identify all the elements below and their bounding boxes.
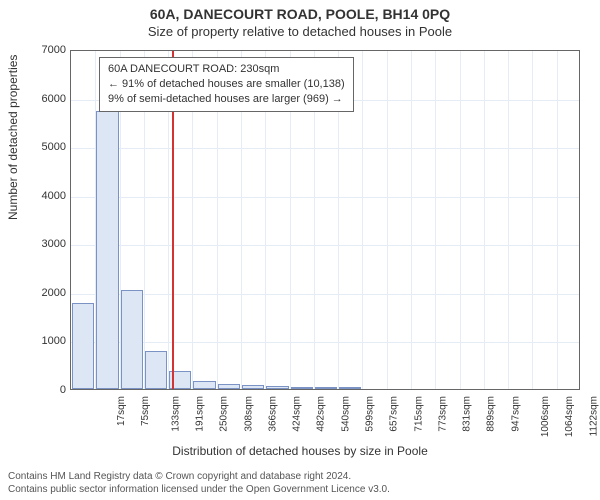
- x-tick-label: 250sqm: [219, 396, 230, 432]
- x-tick-label: 424sqm: [292, 396, 303, 432]
- x-tick-label: 947sqm: [510, 396, 521, 432]
- gridline-h: [71, 148, 579, 149]
- gridline-h: [71, 197, 579, 198]
- x-tick-label: 1064sqm: [564, 396, 575, 437]
- bar: [242, 385, 264, 389]
- bar: [266, 386, 288, 389]
- annotation-box: 60A DANECOURT ROAD: 230sqm ← 91% of deta…: [99, 57, 354, 112]
- plot-area: 60A DANECOURT ROAD: 230sqm ← 91% of deta…: [70, 50, 580, 390]
- page-subtitle: Size of property relative to detached ho…: [0, 24, 600, 39]
- chart-page: 60A, DANECOURT ROAD, POOLE, BH14 0PQ Siz…: [0, 0, 600, 500]
- attribution-footer: Contains HM Land Registry data © Crown c…: [8, 471, 390, 496]
- bar: [339, 387, 361, 389]
- bar: [145, 351, 167, 389]
- x-tick-label: 133sqm: [170, 396, 181, 432]
- gridline-v: [435, 51, 436, 389]
- page-title: 60A, DANECOURT ROAD, POOLE, BH14 0PQ: [0, 6, 600, 22]
- x-tick-label: 773sqm: [437, 396, 448, 432]
- gridline-v: [387, 51, 388, 389]
- x-axis-label: Distribution of detached houses by size …: [172, 444, 428, 458]
- bar: [96, 111, 118, 389]
- gridline-v: [460, 51, 461, 389]
- y-tick-label: 5000: [10, 141, 66, 153]
- y-tick-label: 1000: [10, 335, 66, 347]
- x-tick-label: 308sqm: [243, 396, 254, 432]
- x-tick-label: 191sqm: [195, 396, 206, 432]
- gridline-h: [71, 342, 579, 343]
- y-tick-label: 7000: [10, 44, 66, 56]
- bar: [193, 381, 215, 389]
- gridline-h: [71, 245, 579, 246]
- gridline-v: [411, 51, 412, 389]
- x-tick-label: 715sqm: [413, 396, 424, 432]
- gridline-v: [532, 51, 533, 389]
- x-tick-label: 75sqm: [140, 396, 151, 426]
- x-tick-label: 831sqm: [462, 396, 473, 432]
- x-tick-label: 1122sqm: [588, 396, 599, 436]
- y-tick-label: 2000: [10, 287, 66, 299]
- bar: [218, 384, 240, 389]
- y-tick-label: 6000: [10, 93, 66, 105]
- bar: [72, 303, 94, 389]
- y-tick-label: 4000: [10, 190, 66, 202]
- x-tick-label: 599sqm: [365, 396, 376, 432]
- x-tick-label: 889sqm: [486, 396, 497, 432]
- x-tick-label: 366sqm: [267, 396, 278, 432]
- footer-line-2: Contains public sector information licen…: [8, 484, 390, 497]
- footer-line-1: Contains HM Land Registry data © Crown c…: [8, 471, 390, 484]
- x-tick-label: 1006sqm: [540, 396, 551, 437]
- bar: [121, 290, 143, 389]
- annotation-line-1: 60A DANECOURT ROAD: 230sqm: [108, 62, 345, 77]
- x-axis-label-wrap: Distribution of detached houses by size …: [0, 442, 600, 460]
- annotation-line-2: ← 91% of detached houses are smaller (10…: [108, 77, 345, 92]
- gridline-v: [557, 51, 558, 389]
- x-tick-label: 17sqm: [116, 396, 127, 426]
- y-tick-label: 0: [10, 384, 66, 396]
- y-tick-label: 3000: [10, 238, 66, 250]
- bar: [315, 387, 337, 389]
- x-tick-label: 657sqm: [389, 396, 400, 432]
- bar: [291, 387, 313, 389]
- x-tick-label: 540sqm: [340, 396, 351, 432]
- gridline-v: [508, 51, 509, 389]
- annotation-line-3: 9% of semi-detached houses are larger (9…: [108, 92, 345, 107]
- gridline-h: [71, 294, 579, 295]
- gridline-v: [362, 51, 363, 389]
- x-tick-label: 482sqm: [316, 396, 327, 432]
- gridline-v: [484, 51, 485, 389]
